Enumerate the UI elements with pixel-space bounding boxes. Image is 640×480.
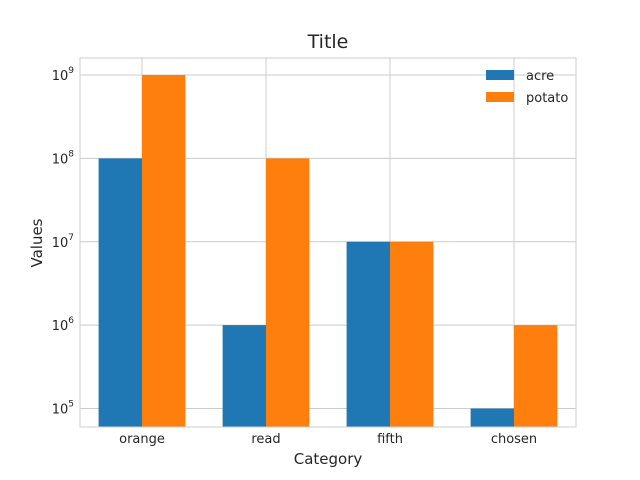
legend-swatch-potato xyxy=(486,92,514,102)
x-tick-label: read xyxy=(251,432,280,447)
legend-swatch-acre xyxy=(486,70,514,80)
x-axis-label: Category xyxy=(294,450,363,468)
bar-potato-chosen xyxy=(514,325,558,427)
x-tick-label: chosen xyxy=(491,432,537,447)
y-tick-label: 106 xyxy=(52,316,75,334)
x-axis-ticks: orange read fifth chosen xyxy=(119,432,537,447)
legend: acre potato xyxy=(486,69,568,106)
bar-acre-fifth xyxy=(346,241,390,427)
bar-acre-read xyxy=(222,325,266,427)
legend-label-acre: acre xyxy=(526,69,554,84)
y-axis-label: Values xyxy=(28,218,46,267)
bar-acre-chosen xyxy=(470,408,514,427)
y-tick-label: 108 xyxy=(52,149,75,167)
bar-potato-fifth xyxy=(390,241,434,427)
y-tick-label: 109 xyxy=(52,66,75,84)
bars xyxy=(98,75,558,427)
plot-frame xyxy=(79,57,577,428)
legend-label-potato: potato xyxy=(526,91,568,106)
bar-acre-orange xyxy=(98,158,142,427)
bar-potato-orange xyxy=(142,75,186,427)
y-tick-label: 107 xyxy=(52,233,74,251)
x-tick-label: fifth xyxy=(377,432,403,447)
y-axis-ticks: 105 106 107 108 109 xyxy=(52,66,75,417)
x-tick-label: orange xyxy=(119,432,165,447)
chart-title: Title xyxy=(307,31,349,53)
y-tick-label: 105 xyxy=(52,400,74,418)
bar-potato-read xyxy=(266,158,310,427)
